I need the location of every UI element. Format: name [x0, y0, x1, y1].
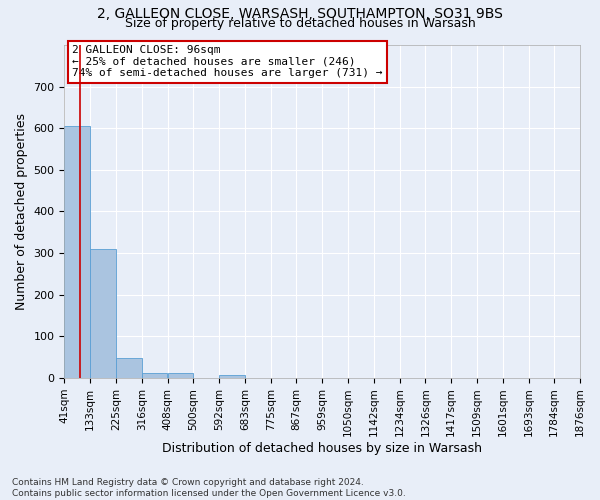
- Text: 2, GALLEON CLOSE, WARSASH, SOUTHAMPTON, SO31 9BS: 2, GALLEON CLOSE, WARSASH, SOUTHAMPTON, …: [97, 8, 503, 22]
- Bar: [116, 358, 142, 378]
- Bar: [91, 249, 116, 378]
- Bar: [219, 374, 245, 378]
- Y-axis label: Number of detached properties: Number of detached properties: [15, 113, 28, 310]
- Bar: [167, 372, 193, 378]
- Text: Size of property relative to detached houses in Warsash: Size of property relative to detached ho…: [125, 18, 475, 30]
- Text: 2 GALLEON CLOSE: 96sqm
← 25% of detached houses are smaller (246)
74% of semi-de: 2 GALLEON CLOSE: 96sqm ← 25% of detached…: [72, 45, 383, 78]
- Bar: [64, 126, 90, 378]
- X-axis label: Distribution of detached houses by size in Warsash: Distribution of detached houses by size …: [162, 442, 482, 455]
- Bar: [142, 374, 167, 378]
- Text: Contains HM Land Registry data © Crown copyright and database right 2024.
Contai: Contains HM Land Registry data © Crown c…: [12, 478, 406, 498]
